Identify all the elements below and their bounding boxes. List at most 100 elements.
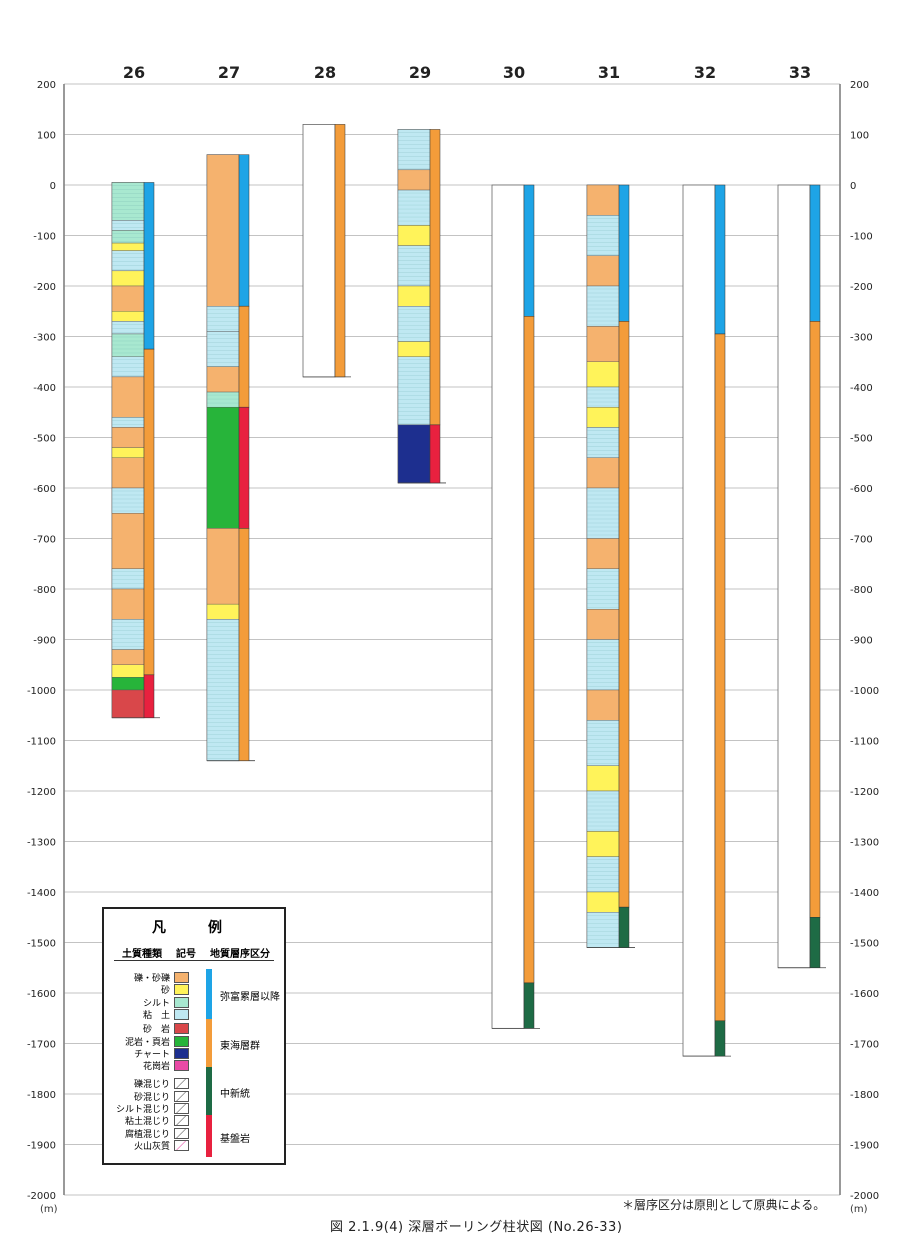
strat-bar-tokai xyxy=(238,305,250,408)
lith-layer-sand xyxy=(397,341,431,357)
legend-symbol-gravel xyxy=(174,972,189,983)
tick-label-right: -500 xyxy=(850,434,873,445)
lith-layer-clay xyxy=(586,285,620,327)
legend-item-label: 泥岩・頁岩 xyxy=(124,1037,170,1048)
strat-bar-basement xyxy=(238,406,250,529)
legend-symbol-mudstone xyxy=(174,1035,189,1047)
legend-strat-bar-tokai xyxy=(206,1019,212,1067)
legend-title: 凡 例 xyxy=(152,920,236,936)
stratigraphy-note: ＊層序区分は原則として原典による。 xyxy=(622,1198,826,1212)
legend-item-label: 粘土混じり xyxy=(124,1117,170,1128)
lith-layer-sand xyxy=(586,407,620,428)
strat-bar-tokai xyxy=(334,124,346,378)
borehole-number-29: 29 xyxy=(409,63,431,82)
legend-item-label: 粘 土 xyxy=(142,1010,170,1021)
tick-label-left: -1300 xyxy=(27,838,56,849)
tick-label-right: -1900 xyxy=(850,1141,879,1152)
tick-label-right: -1500 xyxy=(850,939,879,950)
strat-bar-upper xyxy=(618,184,630,322)
borehole-log-33 xyxy=(777,184,811,969)
lith-layer-silt xyxy=(111,333,145,357)
tick-label-left: -200 xyxy=(33,282,56,293)
lith-layer-sand xyxy=(397,285,431,307)
strat-bar-upper xyxy=(523,184,535,317)
tick-label-right: -1200 xyxy=(850,787,879,798)
legend-item-label: チャート xyxy=(134,1049,170,1060)
legend-item-label: 腐植混じり xyxy=(124,1129,170,1140)
lith-layer-clay xyxy=(586,856,620,893)
lith-layer-clay xyxy=(111,417,145,428)
strat-bar-basement xyxy=(143,674,155,719)
legend-symbol-mix xyxy=(174,1078,189,1090)
legend-symbol-chert xyxy=(174,1047,189,1059)
tick-label-right: -700 xyxy=(850,535,873,546)
tick-label-left: -1700 xyxy=(27,1040,56,1051)
legend-item-label: シルト混じり xyxy=(115,1105,170,1115)
lith-layer-gravel xyxy=(111,427,145,448)
borehole-log-28 xyxy=(302,124,336,378)
tick-label-right: -1100 xyxy=(850,737,879,748)
tick-label-left: 100 xyxy=(37,131,56,142)
tick-label-left: -400 xyxy=(33,383,56,394)
tick-label-left: -1000 xyxy=(27,686,56,697)
tick-label-left: -100 xyxy=(33,232,56,243)
strat-bar-tokai xyxy=(143,348,155,676)
lith-layer-sandstone xyxy=(111,689,145,718)
lith-layer-sand xyxy=(586,361,620,388)
legend-item-label: 砂 xyxy=(160,986,170,997)
legend-strat-label: 基盤岩 xyxy=(220,1134,250,1145)
lith-layer-gravel xyxy=(111,376,145,418)
borehole-log-32 xyxy=(682,184,716,1057)
borehole-number-27: 27 xyxy=(218,63,240,82)
tick-label-left: -1100 xyxy=(27,737,56,748)
lith-layer-clay xyxy=(206,619,240,761)
lith-layer-clay xyxy=(397,356,431,426)
tick-label-right: -1800 xyxy=(850,1090,879,1101)
tick-label-right: -400 xyxy=(850,383,873,394)
legend-item-label: 砂 岩 xyxy=(142,1025,170,1036)
legend-item-label: 砂混じり xyxy=(133,1092,170,1103)
tick-label-right: 100 xyxy=(850,131,869,142)
strat-bar-upper xyxy=(143,182,155,350)
legend-symbol-mix xyxy=(174,1090,189,1102)
lith-layer-mudstone xyxy=(111,677,145,691)
lith-layer-gravel xyxy=(206,528,240,605)
lith-layer-gravel xyxy=(111,588,145,620)
legend-symbol-granite xyxy=(174,1060,189,1072)
tick-label-right: -1000 xyxy=(850,686,879,697)
strat-bar-upper xyxy=(238,154,250,307)
lith-layer-sand xyxy=(111,664,145,678)
lith-layer-gravel xyxy=(586,538,620,569)
strat-bar-neogene xyxy=(618,906,630,948)
tick-label-right: -100 xyxy=(850,232,873,243)
legend-symbol-silt xyxy=(174,996,189,1008)
lith-layer-sand xyxy=(206,603,240,620)
lith-layer-clay xyxy=(586,487,620,539)
legend-symbol-mix xyxy=(174,1127,189,1139)
lith-layer-gravel xyxy=(206,366,240,393)
axis-unit-right: (m) xyxy=(850,1204,868,1215)
legend-symbol-sandstone xyxy=(174,1023,189,1035)
legend-item-label: 礫・砂礫 xyxy=(133,974,170,984)
tick-label-left: -1500 xyxy=(27,939,56,950)
legend-item-label: シルト xyxy=(142,998,170,1009)
lith-layer-clay xyxy=(586,720,620,766)
tick-label-right: 0 xyxy=(850,181,856,192)
tick-label-left: -1400 xyxy=(27,888,56,899)
lith-layer-clay xyxy=(206,306,240,332)
legend-strat-label: 東海層群 xyxy=(220,1041,260,1052)
legend-item-label: 花崗岩 xyxy=(142,1062,170,1073)
strat-bar-neogene xyxy=(523,982,535,1029)
legend-divider xyxy=(114,960,274,961)
tick-label-right: -800 xyxy=(850,585,873,596)
axis-unit-left: (m) xyxy=(40,1204,58,1215)
lith-layer-clay xyxy=(111,220,145,231)
tick-label-right: -1300 xyxy=(850,838,879,849)
lith-layer-mudstone xyxy=(206,407,240,529)
tick-label-left: -300 xyxy=(33,333,56,344)
strat-bar-neogene xyxy=(809,917,821,968)
lith-layer-clay xyxy=(397,129,431,171)
lith-layer-gravel xyxy=(586,609,620,640)
legend-header-strat: 地質層序区分 xyxy=(210,949,270,960)
tick-label-right: -1600 xyxy=(850,989,879,1000)
